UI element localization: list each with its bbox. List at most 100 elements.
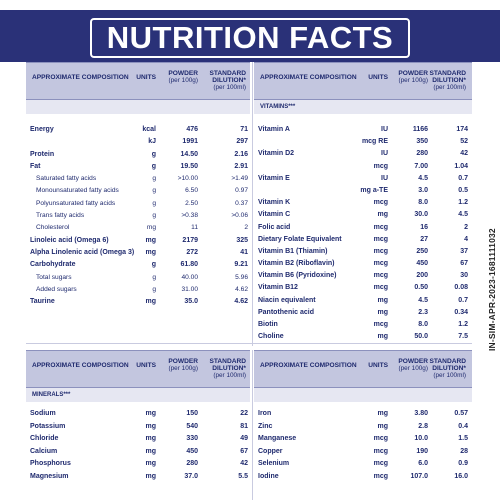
table-row: Choline mg 50.0 7.5 bbox=[254, 331, 472, 343]
row-unit: IU bbox=[381, 126, 388, 133]
table-row: Vitamin B2 (Riboflavin) mcg 450 67 bbox=[254, 258, 472, 270]
row-dilution: 0.5 bbox=[458, 186, 468, 194]
row-dilution: 22 bbox=[240, 410, 248, 417]
row-unit: mcg bbox=[373, 162, 388, 170]
table-row: Alpha Linolenic acid (Omega 3) mg 272 41 bbox=[26, 247, 250, 259]
row-name: Biotin bbox=[258, 321, 278, 328]
row-powder: 6.50 bbox=[185, 187, 198, 195]
minerals-left-header: APPROXIMATE COMPOSITION UNITS POWDER (per 1… bbox=[26, 350, 250, 388]
row-powder: 280 bbox=[186, 460, 198, 468]
header-composition: APPROXIMATE COMPOSITION bbox=[260, 362, 357, 369]
table-row: Calcium mg 450 67 bbox=[26, 446, 250, 459]
table-row: Vitamin A IU 1166 174 bbox=[254, 124, 472, 136]
row-unit: mcg bbox=[373, 472, 388, 480]
row-unit: mg bbox=[145, 435, 157, 443]
row-unit: g bbox=[152, 273, 156, 281]
row-name: Folic acid bbox=[258, 223, 291, 231]
header-dilution-sub: (per 100ml) bbox=[213, 371, 246, 379]
row-powder: 31.00 bbox=[181, 285, 198, 293]
table-row: Protein g 14.50 2.16 bbox=[26, 149, 250, 161]
minerals-label: MINERALS*** bbox=[26, 388, 250, 402]
row-powder: 11 bbox=[191, 224, 198, 232]
row-dilution: 37 bbox=[460, 247, 468, 255]
header-powder-title: POWDER bbox=[398, 358, 428, 365]
row-powder: 1991 bbox=[182, 138, 198, 146]
row-powder: 330 bbox=[186, 435, 198, 443]
row-name: Saturated fatty acids bbox=[36, 175, 97, 183]
header-units: UNITS bbox=[368, 362, 388, 369]
table-row: Copper mcg 190 28 bbox=[254, 446, 472, 459]
table-row: Phosphorus mg 280 42 bbox=[26, 458, 250, 471]
row-powder: 250 bbox=[416, 247, 428, 255]
header-dilution: STANDARD DILUTION* (per 100ml) bbox=[420, 358, 466, 380]
row-powder: 6.0 bbox=[418, 460, 428, 468]
row-unit: mcg bbox=[373, 199, 388, 207]
title-box: NUTRITION FACTS bbox=[90, 18, 410, 58]
table-row: Polyunsaturated fatty acids g 2.50 0.37 bbox=[26, 198, 250, 210]
table-row: Vitamin C mg 30.0 4.5 bbox=[254, 209, 472, 221]
row-powder: 107.0 bbox=[410, 472, 428, 480]
header-powder-sub: (per 100g) bbox=[398, 76, 429, 84]
row-powder: >10.00 bbox=[177, 175, 198, 183]
table-row: Total sugars g 40.00 5.96 bbox=[26, 272, 250, 284]
minerals-left-panel: APPROXIMATE COMPOSITION UNITS POWDER (per 1… bbox=[26, 350, 250, 500]
row-powder: 61.80 bbox=[180, 261, 198, 269]
row-dilution: 0.37 bbox=[235, 199, 248, 207]
row-powder: 2179 bbox=[182, 236, 198, 244]
row-dilution: 2 bbox=[464, 223, 468, 231]
header-units: UNITS bbox=[368, 74, 388, 81]
side-code: IN-SIM-APR-2023-1681111032 bbox=[487, 228, 497, 352]
row-powder: 16 bbox=[420, 223, 428, 231]
row-dilution: 4 bbox=[464, 235, 468, 243]
row-name: Vitamin C bbox=[258, 211, 291, 219]
table-row: Potassium mg 540 81 bbox=[26, 421, 250, 434]
row-name: Linoleic acid (Omega 6) bbox=[30, 236, 109, 244]
row-dilution: 0.34 bbox=[454, 308, 468, 316]
row-unit: mg bbox=[377, 308, 389, 316]
row-unit: mg bbox=[377, 296, 389, 304]
row-powder: 0.50 bbox=[414, 284, 428, 292]
row-powder: 2.8 bbox=[418, 422, 428, 430]
row-dilution: 297 bbox=[236, 138, 248, 146]
row-powder: 2.3 bbox=[418, 308, 428, 316]
row-name: Total sugars bbox=[36, 273, 72, 281]
row-powder: 350 bbox=[416, 138, 428, 146]
row-name: Potassium bbox=[30, 422, 66, 430]
row-unit: mg bbox=[145, 298, 157, 306]
row-unit: mg bbox=[145, 248, 157, 256]
row-dilution: 67 bbox=[240, 447, 248, 455]
header-dilution-sub: (per 100ml) bbox=[213, 83, 246, 91]
table-row: Sodium mg 150 22 bbox=[26, 408, 250, 421]
row-name: Added sugars bbox=[36, 285, 77, 293]
row-name: Choline bbox=[258, 333, 284, 341]
header-powder: POWDER (per 100g) bbox=[386, 70, 429, 85]
header-powder-title: POWDER bbox=[168, 70, 198, 77]
row-dilution: 0.4 bbox=[458, 422, 468, 430]
table-row: Taurine mg 35.0 4.62 bbox=[26, 296, 250, 308]
table-row: Energy kcal 476 71 bbox=[26, 124, 250, 136]
row-dilution: 0.08 bbox=[454, 284, 468, 292]
column-divider bbox=[252, 62, 253, 346]
row-unit: mg bbox=[145, 472, 157, 480]
row-unit: mg bbox=[146, 224, 156, 232]
header-dilution-title-2: DILUTION* bbox=[212, 364, 246, 372]
row-name: Dietary Folate Equivalent bbox=[258, 235, 342, 243]
row-dilution: 81 bbox=[240, 422, 248, 430]
row-name: Niacin equivalent bbox=[258, 296, 316, 304]
row-dilution: 5.5 bbox=[238, 472, 248, 480]
row-dilution: 2 bbox=[244, 224, 248, 232]
row-dilution: 4.62 bbox=[234, 298, 248, 306]
row-unit: IU bbox=[381, 174, 388, 182]
row-unit: g bbox=[152, 187, 156, 195]
row-dilution: 28 bbox=[460, 447, 468, 455]
row-powder: 50.0 bbox=[414, 333, 428, 341]
table-row: Vitamin D2 IU 280 42 bbox=[254, 148, 472, 160]
row-name: Polyunsaturated fatty acids bbox=[36, 199, 116, 207]
header-dilution-sub: (per 100ml) bbox=[433, 371, 466, 379]
table-row: Iron mg 3.80 0.57 bbox=[254, 408, 472, 421]
table-row: Chloride mg 330 49 bbox=[26, 433, 250, 446]
table-row: kJ 1991 297 bbox=[26, 136, 250, 148]
vitamins-header: APPROXIMATE COMPOSITION UNITS POWDER (per 1… bbox=[254, 62, 472, 100]
row-dilution: 52 bbox=[460, 138, 468, 146]
table-row: Vitamin B6 (Pyridoxine) mcg 200 30 bbox=[254, 270, 472, 282]
